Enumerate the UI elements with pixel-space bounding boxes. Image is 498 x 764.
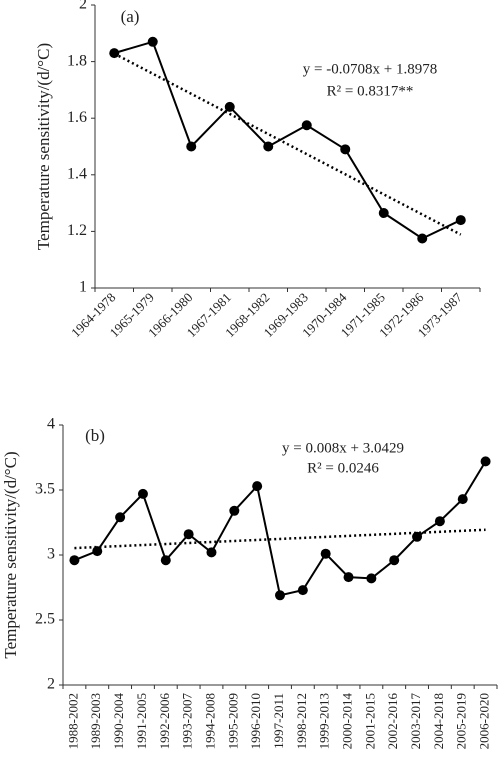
panel-label: (a) xyxy=(121,7,140,26)
point xyxy=(389,555,400,566)
point xyxy=(320,548,331,559)
x-tick-label: 1994-2008 xyxy=(202,693,217,749)
annotation: R² = 0.0246 xyxy=(307,460,379,476)
x-tick-label: 2003-2017 xyxy=(408,693,423,750)
y-axis-label: Temperature sensitivity/(d/°C) xyxy=(34,43,53,250)
point xyxy=(252,481,263,492)
trendline xyxy=(74,528,486,550)
line xyxy=(113,40,462,240)
point xyxy=(263,141,274,152)
x-tick-label: 1988-2002 xyxy=(65,693,80,749)
point xyxy=(224,101,235,112)
point xyxy=(275,590,285,601)
line xyxy=(74,460,487,597)
y-tick-label: 1 xyxy=(79,279,87,296)
point xyxy=(183,529,194,540)
point xyxy=(434,516,445,527)
x-tick-label: 2006-2020 xyxy=(477,693,492,749)
point xyxy=(457,494,468,505)
point xyxy=(343,572,354,583)
point xyxy=(186,141,197,152)
y-tick-label: 4 xyxy=(47,416,55,433)
y-tick-label: 1.2 xyxy=(67,222,87,239)
point xyxy=(297,585,308,596)
x-tick-label: 2005-2019 xyxy=(454,693,469,749)
panel-label: (b) xyxy=(85,426,105,445)
point xyxy=(147,36,158,47)
point xyxy=(115,512,126,523)
y-tick-label: 2 xyxy=(47,676,55,693)
y-axis-label: Temperature sensitivity/(d/°C) xyxy=(1,451,20,658)
x-tick-label: 1993-2007 xyxy=(180,693,195,750)
x-tick-label: 2004-2018 xyxy=(431,693,446,749)
point xyxy=(229,505,240,516)
x-tick-label: 2001-2015 xyxy=(362,693,377,749)
trendline xyxy=(113,52,462,236)
point xyxy=(137,488,148,499)
x-tick-label: 1992-2006 xyxy=(157,693,172,750)
y-tick-label: 3 xyxy=(47,546,55,563)
point xyxy=(340,144,351,155)
point xyxy=(480,456,491,467)
point xyxy=(160,555,171,566)
point xyxy=(455,215,466,226)
annotation: y = -0.0708x + 1.8978 xyxy=(303,61,437,77)
x-tick-label: 1995-2009 xyxy=(225,693,240,749)
x-tick-label: 1997-2011 xyxy=(271,693,286,749)
annotation: y = 0.008x + 3.0429 xyxy=(282,440,404,456)
y-tick-label: 3.5 xyxy=(35,481,55,498)
point xyxy=(92,546,103,557)
y-tick-label: 1.4 xyxy=(67,165,87,182)
point xyxy=(206,547,217,558)
annotation: R² = 0.8317** xyxy=(327,83,414,99)
x-tick-label: 1991-2005 xyxy=(134,693,149,749)
x-tick-label: 1990-2004 xyxy=(111,693,126,750)
point xyxy=(69,555,80,566)
point xyxy=(378,208,389,219)
x-tick-label: 1989-2003 xyxy=(88,693,103,749)
x-tick-label: 1999-2013 xyxy=(317,693,332,749)
y-tick-label: 2.5 xyxy=(35,611,55,628)
point xyxy=(366,573,377,584)
x-tick-label: 2002-2016 xyxy=(385,693,400,750)
point xyxy=(412,531,423,542)
x-tick-label: 1996-2010 xyxy=(248,693,263,749)
y-tick-label: 1.8 xyxy=(67,52,87,69)
x-tick-label: 1998-2012 xyxy=(294,693,309,749)
y-tick-label: 2 xyxy=(79,0,87,13)
point xyxy=(109,48,120,59)
y-tick-label: 1.6 xyxy=(67,109,87,126)
point xyxy=(301,120,312,131)
x-tick-label: 2000-2014 xyxy=(340,693,355,750)
point xyxy=(417,233,428,244)
